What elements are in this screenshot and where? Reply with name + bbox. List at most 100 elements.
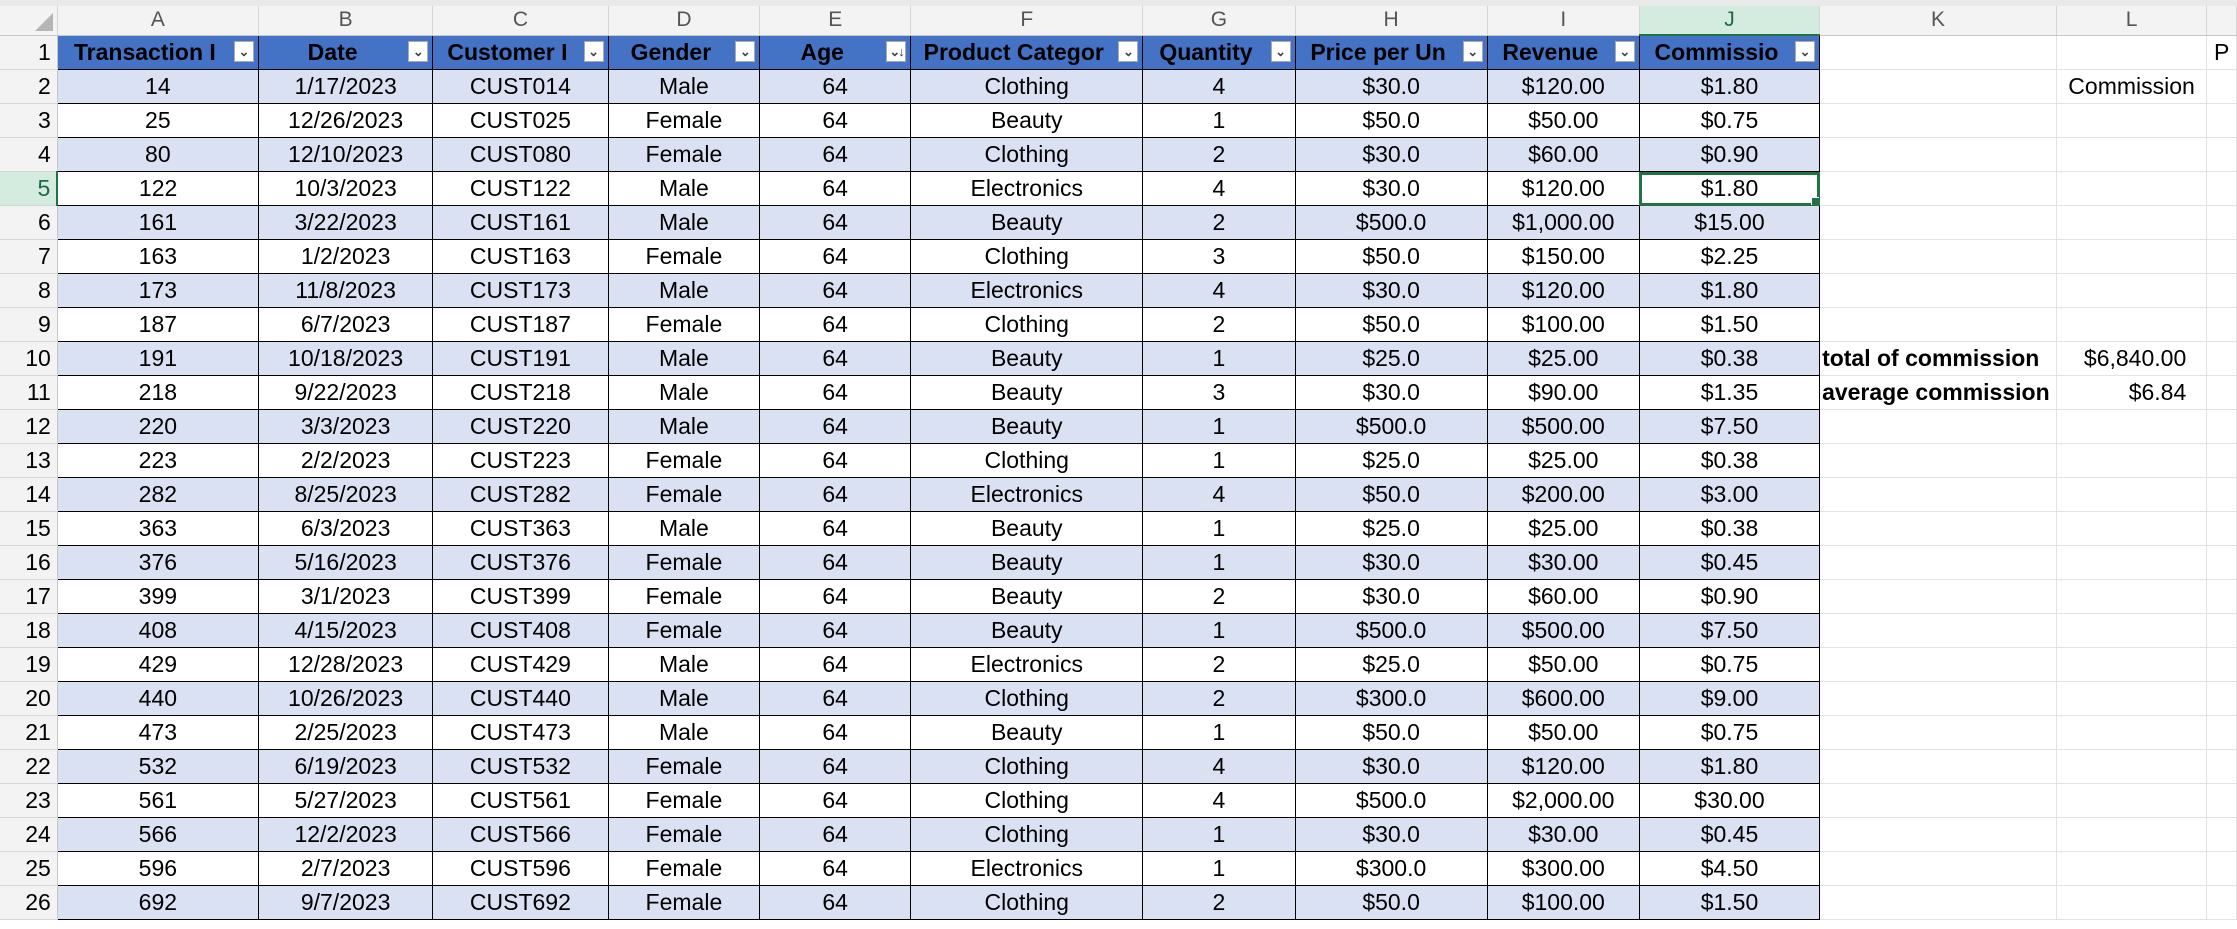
- sheet-cell[interactable]: [2206, 545, 2237, 580]
- table-cell[interactable]: $150.00: [1487, 239, 1640, 274]
- table-cell[interactable]: 6/19/2023: [258, 749, 434, 784]
- table-cell[interactable]: 14: [57, 69, 259, 104]
- table-cell[interactable]: Male: [608, 647, 761, 682]
- table-header-cell[interactable]: Price per Un ⌄: [1295, 35, 1488, 70]
- table-cell[interactable]: $120.00: [1487, 273, 1640, 308]
- table-cell[interactable]: 376: [57, 545, 259, 580]
- table-cell[interactable]: 1: [1142, 511, 1296, 546]
- sheet-cell[interactable]: [2206, 681, 2237, 716]
- sheet-cell[interactable]: [1819, 307, 2057, 342]
- table-cell[interactable]: $30.0: [1295, 749, 1488, 784]
- filter-dropdown-icon[interactable]: ⌄: [408, 40, 429, 62]
- table-cell[interactable]: CUST025: [432, 103, 609, 138]
- table-cell[interactable]: $25.0: [1295, 443, 1488, 478]
- sheet-cell[interactable]: [2056, 443, 2208, 478]
- table-cell[interactable]: 1: [1142, 341, 1296, 376]
- row-header-6[interactable]: 6: [0, 205, 58, 240]
- table-cell[interactable]: 4/15/2023: [258, 613, 434, 648]
- table-cell[interactable]: Clothing: [910, 307, 1144, 342]
- table-cell[interactable]: $1.35: [1639, 375, 1821, 410]
- table-cell[interactable]: 3/22/2023: [258, 205, 434, 240]
- table-cell[interactable]: 4: [1142, 171, 1296, 206]
- sheet-cell[interactable]: [1819, 715, 2057, 750]
- table-cell[interactable]: 64: [759, 205, 912, 240]
- table-cell[interactable]: CUST692: [432, 885, 609, 920]
- table-header-cell[interactable]: Date ⌄: [258, 35, 434, 70]
- sheet-cell[interactable]: [2056, 851, 2208, 886]
- sheet-cell[interactable]: [1819, 851, 2057, 886]
- table-cell[interactable]: CUST399: [432, 579, 609, 614]
- sheet-cell[interactable]: [1819, 579, 2057, 614]
- table-cell[interactable]: CUST163: [432, 239, 609, 274]
- row-header-23[interactable]: 23: [0, 783, 58, 818]
- sheet-cell[interactable]: [1819, 545, 2057, 580]
- table-cell[interactable]: Clothing: [910, 239, 1144, 274]
- sheet-cell[interactable]: [2206, 375, 2237, 410]
- table-cell[interactable]: 5/16/2023: [258, 545, 434, 580]
- column-header-k[interactable]: K: [1819, 6, 2057, 36]
- sheet-cell[interactable]: [2056, 137, 2208, 172]
- sheet-cell[interactable]: [2056, 205, 2208, 240]
- table-cell[interactable]: CUST080: [432, 137, 609, 172]
- sheet-cell[interactable]: [2056, 545, 2208, 580]
- table-cell[interactable]: 2: [1142, 307, 1296, 342]
- table-cell[interactable]: Beauty: [910, 375, 1144, 410]
- sheet-cell[interactable]: [1819, 103, 2057, 138]
- table-cell[interactable]: $500.0: [1295, 205, 1488, 240]
- table-cell[interactable]: 596: [57, 851, 259, 886]
- table-cell[interactable]: 2/2/2023: [258, 443, 434, 478]
- table-cell[interactable]: $30.0: [1295, 171, 1488, 206]
- table-cell[interactable]: Female: [608, 103, 761, 138]
- table-cell[interactable]: $4.50: [1639, 851, 1821, 886]
- table-cell[interactable]: 1: [1142, 851, 1296, 886]
- table-cell[interactable]: CUST173: [432, 273, 609, 308]
- table-cell[interactable]: 429: [57, 647, 259, 682]
- table-cell[interactable]: $30.0: [1295, 545, 1488, 580]
- table-cell[interactable]: CUST376: [432, 545, 609, 580]
- table-cell[interactable]: 64: [759, 749, 912, 784]
- table-cell[interactable]: Beauty: [910, 579, 1144, 614]
- table-cell[interactable]: $30.00: [1639, 783, 1821, 818]
- table-cell[interactable]: $50.00: [1487, 647, 1640, 682]
- table-cell[interactable]: $0.75: [1639, 647, 1821, 682]
- table-header-cell[interactable]: Quantity ⌄: [1142, 35, 1296, 70]
- table-cell[interactable]: Male: [608, 375, 761, 410]
- filter-dropdown-icon[interactable]: ⌄: [1614, 40, 1635, 62]
- sheet-cell[interactable]: [2056, 477, 2208, 512]
- table-cell[interactable]: $25.00: [1487, 443, 1640, 478]
- sheet-cell[interactable]: [2056, 239, 2208, 274]
- table-cell[interactable]: $1.80: [1639, 69, 1821, 104]
- table-cell[interactable]: 64: [759, 647, 912, 682]
- table-cell[interactable]: 566: [57, 817, 259, 852]
- table-cell[interactable]: Female: [608, 749, 761, 784]
- column-header-a[interactable]: A: [57, 6, 259, 36]
- table-cell[interactable]: 64: [759, 307, 912, 342]
- column-header-d[interactable]: D: [608, 6, 761, 36]
- table-cell[interactable]: 2: [1142, 205, 1296, 240]
- table-cell[interactable]: $25.0: [1295, 511, 1488, 546]
- table-cell[interactable]: 363: [57, 511, 259, 546]
- sheet-cell[interactable]: [2206, 341, 2237, 376]
- table-cell[interactable]: $50.0: [1295, 307, 1488, 342]
- row-header-7[interactable]: 7: [0, 239, 58, 274]
- table-cell[interactable]: $1,000.00: [1487, 205, 1640, 240]
- sheet-cell[interactable]: [2206, 443, 2237, 478]
- table-cell[interactable]: CUST122: [432, 171, 609, 206]
- table-cell[interactable]: $1.50: [1639, 885, 1821, 920]
- sheet-cell[interactable]: [1819, 443, 2057, 478]
- sheet-cell[interactable]: [1819, 205, 2057, 240]
- row-header-15[interactable]: 15: [0, 511, 58, 546]
- table-cell[interactable]: $30.0: [1295, 69, 1488, 104]
- table-cell[interactable]: 80: [57, 137, 259, 172]
- sheet-cell[interactable]: [2206, 171, 2237, 206]
- sheet-cell[interactable]: [1819, 613, 2057, 648]
- row-header-22[interactable]: 22: [0, 749, 58, 784]
- table-cell[interactable]: Beauty: [910, 341, 1144, 376]
- table-cell[interactable]: CUST429: [432, 647, 609, 682]
- column-header-b[interactable]: B: [258, 6, 434, 36]
- sheet-cell[interactable]: [2056, 783, 2208, 818]
- sheet-cell[interactable]: [2056, 171, 2208, 206]
- table-cell[interactable]: Clothing: [910, 817, 1144, 852]
- table-cell[interactable]: $2,000.00: [1487, 783, 1640, 818]
- table-cell[interactable]: 163: [57, 239, 259, 274]
